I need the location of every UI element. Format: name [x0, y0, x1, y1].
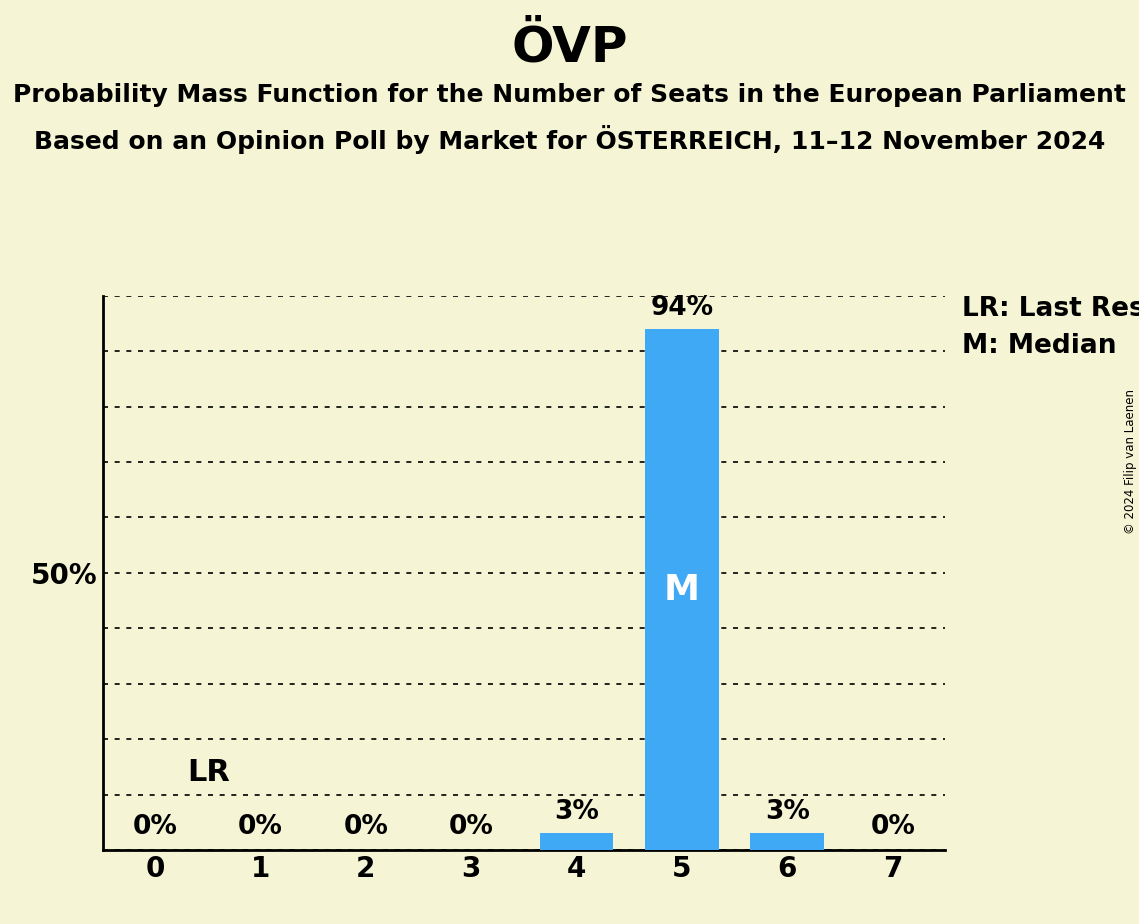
Bar: [540, 833, 614, 850]
Text: Probability Mass Function for the Number of Seats in the European Parliament: Probability Mass Function for the Number…: [13, 83, 1126, 107]
Text: 0%: 0%: [449, 814, 493, 840]
Text: 0%: 0%: [344, 814, 388, 840]
Text: 0%: 0%: [238, 814, 282, 840]
Text: 0%: 0%: [870, 814, 915, 840]
Text: ÖVP: ÖVP: [511, 23, 628, 71]
Text: M: Median: M: Median: [962, 333, 1117, 359]
Text: Based on an Opinion Poll by Market for ÖSTERREICH, 11–12 November 2024: Based on an Opinion Poll by Market for Ö…: [34, 125, 1105, 153]
Text: LR: Last Result: LR: Last Result: [962, 296, 1139, 322]
Text: LR: LR: [187, 758, 230, 787]
Bar: [645, 329, 719, 850]
Text: 94%: 94%: [650, 295, 713, 321]
Text: 0%: 0%: [133, 814, 178, 840]
Text: 3%: 3%: [555, 799, 599, 825]
Text: M: M: [664, 573, 700, 606]
Text: 3%: 3%: [765, 799, 810, 825]
Text: © 2024 Filip van Laenen: © 2024 Filip van Laenen: [1124, 390, 1137, 534]
Bar: [751, 833, 825, 850]
